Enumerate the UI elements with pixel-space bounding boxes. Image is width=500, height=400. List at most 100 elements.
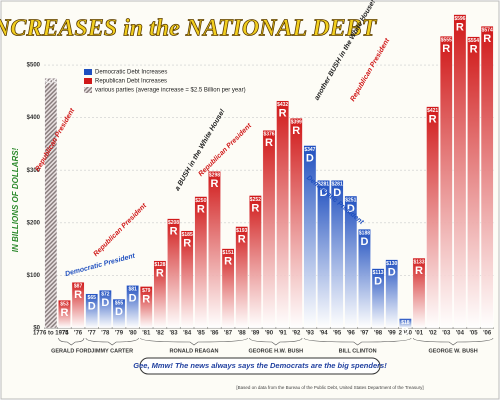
party-letter: R <box>210 178 218 190</box>
bar <box>235 226 249 329</box>
x-tick-label: '80 <box>129 331 138 337</box>
x-tick-label: '02 <box>429 331 438 337</box>
bar <box>153 260 167 329</box>
x-tick-label: '97 <box>360 331 369 337</box>
party-letter: R <box>142 293 150 305</box>
bracket <box>249 337 303 346</box>
value-label: $65 <box>88 295 97 301</box>
party-letter: R <box>483 33 491 45</box>
legend-label: various parties (average increase = $2.5… <box>95 88 246 94</box>
x-tick-label: '91 <box>279 331 288 337</box>
value-label: $555 <box>441 37 452 43</box>
party-letter: R <box>224 255 232 267</box>
value-label: $596 <box>454 16 465 22</box>
party-letter: R <box>60 307 68 319</box>
value-label: $55 <box>115 300 124 306</box>
value-label: $421 <box>427 108 438 114</box>
x-tick-label: '76 <box>74 331 83 337</box>
value-label: $133 <box>413 259 424 265</box>
y-tick-label: $300 <box>27 168 41 174</box>
x-tick-label: '92 <box>292 331 301 337</box>
speech-bubble <box>139 357 381 375</box>
value-label: $185 <box>182 232 193 238</box>
party-letter: D <box>101 297 109 309</box>
x-tick-label: '03 <box>442 331 451 337</box>
party-letter: R <box>429 114 437 126</box>
bar <box>85 293 99 329</box>
bar <box>480 25 494 329</box>
bracket <box>58 337 85 346</box>
value-label: $376 <box>263 132 274 138</box>
chart-title: INCREASES in the NATIONAL DEBT <box>0 16 378 42</box>
bar <box>317 180 330 329</box>
legend-swatch <box>84 78 92 84</box>
value-label: $18 <box>401 320 410 326</box>
president-name: JIMMY CARTER <box>91 348 133 354</box>
party-letter: R <box>74 289 82 301</box>
president-name: GEORGE W. BUSH <box>428 348 477 354</box>
y-tick-label: $400 <box>27 115 41 121</box>
value-label: $113 <box>373 270 384 276</box>
x-tick-label: '78 <box>101 331 110 337</box>
value-label: $475 <box>45 80 56 86</box>
party-letter: D <box>333 187 341 199</box>
party-letter: D <box>115 306 123 318</box>
bar <box>221 248 235 329</box>
party-letter: R <box>470 44 478 56</box>
bar <box>139 286 153 329</box>
party-letter: R <box>183 238 191 250</box>
value-label: $53 <box>60 301 69 307</box>
value-label: $79 <box>142 288 151 294</box>
value-label: $72 <box>101 291 110 297</box>
bar <box>426 106 439 329</box>
caption: Gee, Mmw! The news always says the Democ… <box>133 361 387 370</box>
value-label: $81 <box>128 287 137 293</box>
party-letter: R <box>279 108 287 120</box>
x-tick-label: '96 <box>347 331 356 337</box>
bar <box>167 218 180 329</box>
party-letter: D <box>374 275 382 287</box>
bar <box>358 228 371 329</box>
party-letter: R <box>265 137 273 149</box>
party-letter: R <box>238 233 246 245</box>
x-tick-label: '77 <box>88 331 97 337</box>
bar <box>208 171 221 329</box>
value-label: $87 <box>74 284 83 290</box>
value-label: $574 <box>482 27 493 33</box>
bar <box>180 230 194 329</box>
y-axis-label: IN BILLIONS OF DOLLARS! <box>11 147 20 252</box>
party-letter: R <box>442 43 450 55</box>
bar <box>330 180 344 329</box>
party-letter: R <box>292 125 300 137</box>
x-tick-label: '89 <box>251 331 260 337</box>
value-label: $554 <box>468 38 479 44</box>
value-label: $347 <box>304 147 315 153</box>
president-name: GERALD FORD <box>51 348 91 354</box>
party-letter: R <box>251 202 259 214</box>
x-tick-label: '81 <box>142 331 151 337</box>
y-tick-label: $100 <box>27 273 41 279</box>
x-tick-label: '83 <box>169 331 178 337</box>
x-tick-label: '95 <box>333 331 342 337</box>
value-label: $281 <box>332 182 343 188</box>
x-tick-label: '04 <box>456 331 465 337</box>
value-label: $188 <box>359 230 370 236</box>
value-label: $151 <box>223 250 234 256</box>
x-tick-label: '94 <box>319 331 328 337</box>
party-letter: D <box>306 152 314 164</box>
value-label: $281 <box>318 182 329 188</box>
value-label: $128 <box>154 262 165 268</box>
x-tick-label: '86 <box>210 331 219 337</box>
legend-label: Democratic Debt Increases <box>95 70 167 76</box>
president-name: GEORGE H.W. BUSH <box>248 348 303 354</box>
bar <box>439 35 453 329</box>
bar <box>126 285 139 329</box>
bar <box>194 196 208 329</box>
party-letter: R <box>170 226 178 238</box>
x-tick-label: '84 <box>183 331 192 337</box>
bar <box>412 257 426 329</box>
bar <box>467 36 480 329</box>
bar <box>344 195 358 329</box>
x-tick-label: '01 <box>415 331 424 337</box>
x-tick-label: '05 <box>469 331 478 337</box>
